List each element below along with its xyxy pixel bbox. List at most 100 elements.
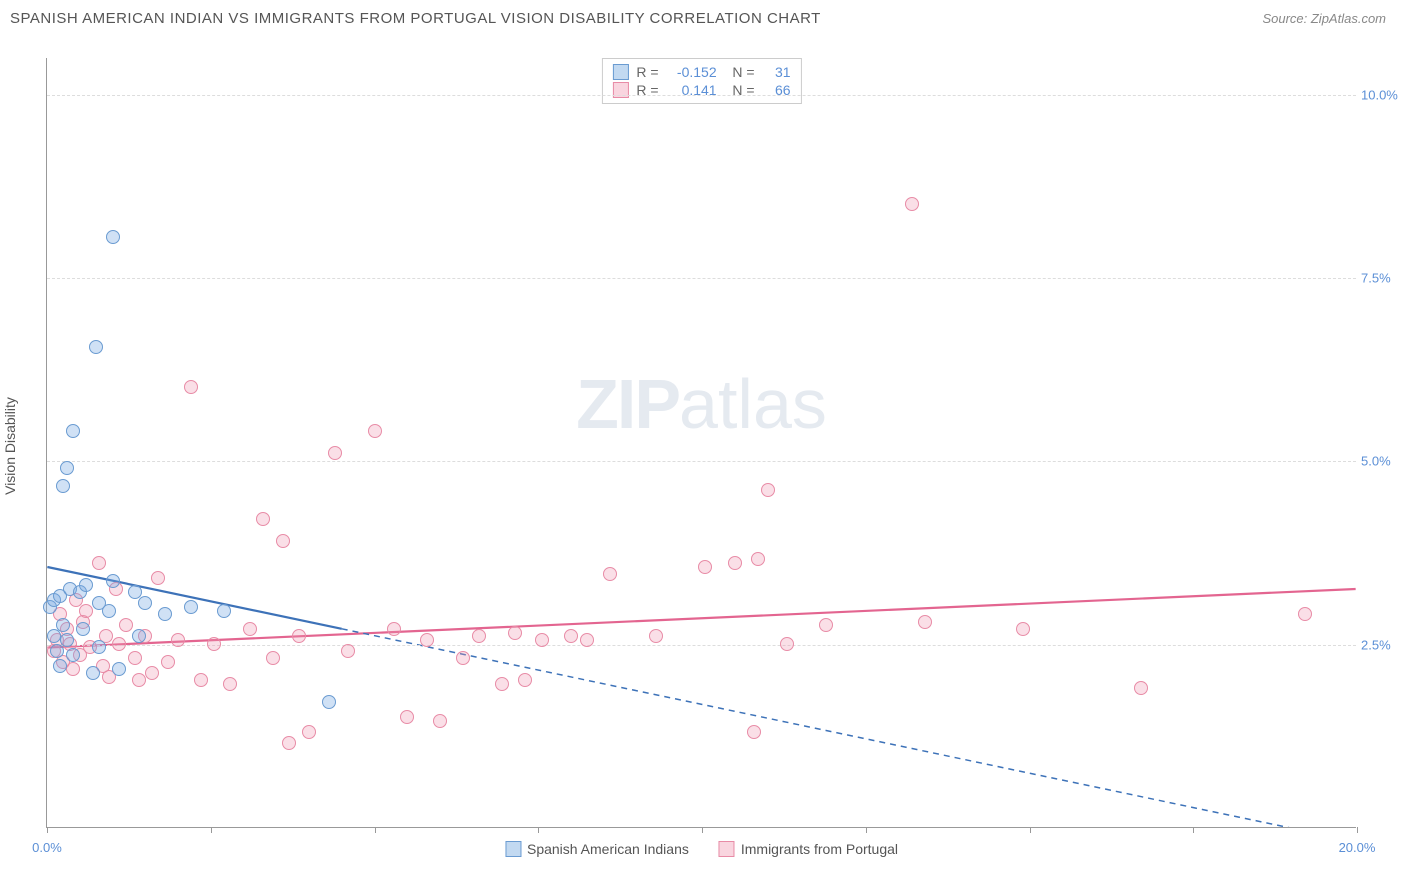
data-point <box>106 230 120 244</box>
bottom-legend: Spanish American Indians Immigrants from… <box>505 841 898 857</box>
x-tick <box>702 827 703 833</box>
data-point <box>472 629 486 643</box>
source-label: Source: ZipAtlas.com <box>1262 11 1386 26</box>
data-point <box>128 651 142 665</box>
data-point <box>292 629 306 643</box>
data-point <box>184 380 198 394</box>
data-point <box>580 633 594 647</box>
data-point <box>89 340 103 354</box>
y-tick-label: 10.0% <box>1361 87 1406 102</box>
data-point <box>53 659 67 673</box>
data-point <box>79 604 93 618</box>
data-point <box>728 556 742 570</box>
data-point <box>266 651 280 665</box>
data-point <box>119 618 133 632</box>
data-point <box>322 695 336 709</box>
data-point <box>918 615 932 629</box>
x-tick <box>538 827 539 833</box>
data-point <box>780 637 794 651</box>
swatch-icon <box>505 841 521 857</box>
stats-row: R = -0.152 N = 31 <box>612 63 790 81</box>
data-point <box>50 644 64 658</box>
data-point <box>1016 622 1030 636</box>
stat-n-value: 31 <box>763 64 791 80</box>
data-point <box>400 710 414 724</box>
data-point <box>256 512 270 526</box>
data-point <box>649 629 663 643</box>
swatch-icon <box>612 64 628 80</box>
x-tick <box>866 827 867 833</box>
data-point <box>112 662 126 676</box>
data-point <box>368 424 382 438</box>
x-tick <box>375 827 376 833</box>
data-point <box>207 637 221 651</box>
data-point <box>535 633 549 647</box>
trend-lines <box>47 58 1356 827</box>
legend-label: Spanish American Indians <box>527 841 689 857</box>
data-point <box>132 629 146 643</box>
y-tick-label: 2.5% <box>1361 637 1406 652</box>
data-point <box>106 574 120 588</box>
data-point <box>161 655 175 669</box>
data-point <box>66 648 80 662</box>
stat-r-value: -0.152 <box>667 64 717 80</box>
swatch-icon <box>719 841 735 857</box>
data-point <box>518 673 532 687</box>
data-point <box>387 622 401 636</box>
data-point <box>341 644 355 658</box>
scatter-chart: ZIPatlas R = -0.152 N = 31 R = 0.141 N =… <box>46 58 1356 828</box>
data-point <box>86 666 100 680</box>
data-point <box>184 600 198 614</box>
data-point <box>819 618 833 632</box>
data-point <box>243 622 257 636</box>
data-point <box>132 673 146 687</box>
data-point <box>56 618 70 632</box>
data-point <box>158 607 172 621</box>
data-point <box>76 622 90 636</box>
data-point <box>47 629 61 643</box>
data-point <box>747 725 761 739</box>
data-point <box>79 578 93 592</box>
data-point <box>217 604 231 618</box>
gridline <box>47 278 1356 279</box>
data-point <box>56 479 70 493</box>
x-tick <box>1193 827 1194 833</box>
data-point <box>171 633 185 647</box>
data-point <box>603 567 617 581</box>
data-point <box>420 633 434 647</box>
data-point <box>456 651 470 665</box>
data-point <box>302 725 316 739</box>
data-point <box>145 666 159 680</box>
gridline <box>47 461 1356 462</box>
data-point <box>60 633 74 647</box>
data-point <box>151 571 165 585</box>
data-point <box>433 714 447 728</box>
legend-item: Immigrants from Portugal <box>719 841 898 857</box>
data-point <box>92 640 106 654</box>
data-point <box>66 662 80 676</box>
legend-label: Immigrants from Portugal <box>741 841 898 857</box>
x-tick-label: 20.0% <box>1339 840 1376 855</box>
stats-legend: R = -0.152 N = 31 R = 0.141 N = 66 <box>601 58 801 104</box>
data-point <box>495 677 509 691</box>
data-point <box>112 637 126 651</box>
data-point <box>138 596 152 610</box>
stat-r-label: R = <box>636 64 658 80</box>
gridline <box>47 645 1356 646</box>
data-point <box>92 556 106 570</box>
data-point <box>194 673 208 687</box>
data-point <box>328 446 342 460</box>
data-point <box>508 626 522 640</box>
stats-row: R = 0.141 N = 66 <box>612 81 790 99</box>
data-point <box>1298 607 1312 621</box>
legend-item: Spanish American Indians <box>505 841 689 857</box>
x-tick <box>47 827 48 833</box>
stat-n-label: N = <box>725 64 755 80</box>
data-point <box>102 604 116 618</box>
gridline <box>47 95 1356 96</box>
chart-title: SPANISH AMERICAN INDIAN VS IMMIGRANTS FR… <box>10 10 821 27</box>
y-tick-label: 5.0% <box>1361 454 1406 469</box>
x-tick <box>1030 827 1031 833</box>
data-point <box>751 552 765 566</box>
data-point <box>761 483 775 497</box>
